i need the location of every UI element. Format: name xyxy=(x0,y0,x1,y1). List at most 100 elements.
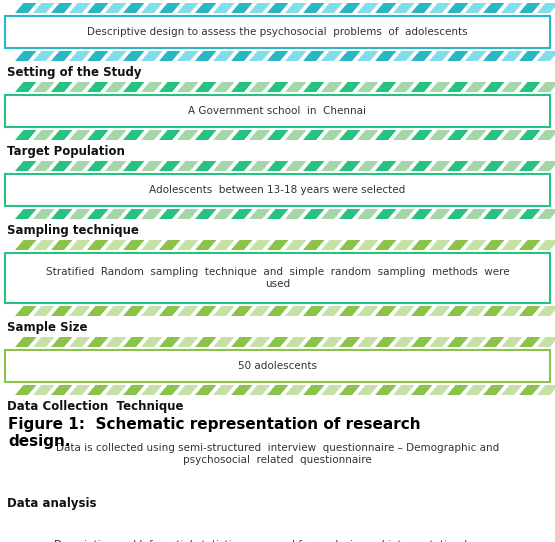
Polygon shape xyxy=(123,337,144,347)
Polygon shape xyxy=(501,306,522,316)
Polygon shape xyxy=(213,209,235,219)
Polygon shape xyxy=(447,161,468,171)
Polygon shape xyxy=(87,161,108,171)
Polygon shape xyxy=(87,82,108,92)
Polygon shape xyxy=(483,337,504,347)
Polygon shape xyxy=(501,482,522,492)
Polygon shape xyxy=(285,51,306,61)
Polygon shape xyxy=(123,482,144,492)
Polygon shape xyxy=(105,82,127,92)
Text: Adolescents  between 13-18 years were selected: Adolescents between 13-18 years were sel… xyxy=(149,185,406,195)
Polygon shape xyxy=(303,240,325,250)
Polygon shape xyxy=(465,240,487,250)
Polygon shape xyxy=(15,82,37,92)
Polygon shape xyxy=(411,513,432,523)
Polygon shape xyxy=(519,130,541,140)
Polygon shape xyxy=(429,161,451,171)
Polygon shape xyxy=(429,51,451,61)
Polygon shape xyxy=(303,161,325,171)
Polygon shape xyxy=(249,482,270,492)
Polygon shape xyxy=(249,3,270,13)
Polygon shape xyxy=(285,161,306,171)
Polygon shape xyxy=(33,51,54,61)
Polygon shape xyxy=(141,513,163,523)
Polygon shape xyxy=(447,82,468,92)
Polygon shape xyxy=(159,482,180,492)
Polygon shape xyxy=(303,51,325,61)
Polygon shape xyxy=(375,337,396,347)
Polygon shape xyxy=(447,51,468,61)
Polygon shape xyxy=(213,3,235,13)
Polygon shape xyxy=(357,51,379,61)
Polygon shape xyxy=(33,130,54,140)
Polygon shape xyxy=(51,51,73,61)
Polygon shape xyxy=(537,161,555,171)
Polygon shape xyxy=(177,240,199,250)
Polygon shape xyxy=(411,306,432,316)
Polygon shape xyxy=(483,130,504,140)
Polygon shape xyxy=(267,130,289,140)
Polygon shape xyxy=(141,385,163,395)
Polygon shape xyxy=(321,82,342,92)
Polygon shape xyxy=(33,82,54,92)
Polygon shape xyxy=(213,306,235,316)
Polygon shape xyxy=(429,416,451,426)
Polygon shape xyxy=(375,3,396,13)
Polygon shape xyxy=(411,416,432,426)
Polygon shape xyxy=(339,337,361,347)
Polygon shape xyxy=(177,130,199,140)
Polygon shape xyxy=(213,161,235,171)
Polygon shape xyxy=(159,240,180,250)
Polygon shape xyxy=(177,482,199,492)
Polygon shape xyxy=(267,416,289,426)
Polygon shape xyxy=(195,385,216,395)
Polygon shape xyxy=(51,385,73,395)
Polygon shape xyxy=(141,482,163,492)
Polygon shape xyxy=(231,482,253,492)
Polygon shape xyxy=(429,482,451,492)
Polygon shape xyxy=(249,130,270,140)
Polygon shape xyxy=(501,130,522,140)
FancyBboxPatch shape xyxy=(5,429,550,479)
Polygon shape xyxy=(123,385,144,395)
Polygon shape xyxy=(249,306,270,316)
Polygon shape xyxy=(393,82,415,92)
Polygon shape xyxy=(321,513,342,523)
Polygon shape xyxy=(501,51,522,61)
Polygon shape xyxy=(51,337,73,347)
Polygon shape xyxy=(537,482,555,492)
Polygon shape xyxy=(159,51,180,61)
Polygon shape xyxy=(51,82,73,92)
Polygon shape xyxy=(51,513,73,523)
Polygon shape xyxy=(339,161,361,171)
Polygon shape xyxy=(105,306,127,316)
Polygon shape xyxy=(87,51,108,61)
Text: Target Population: Target Population xyxy=(7,145,125,158)
Polygon shape xyxy=(87,306,108,316)
Polygon shape xyxy=(501,513,522,523)
Polygon shape xyxy=(51,416,73,426)
Polygon shape xyxy=(105,240,127,250)
Polygon shape xyxy=(123,240,144,250)
Polygon shape xyxy=(249,385,270,395)
Polygon shape xyxy=(105,385,127,395)
Polygon shape xyxy=(249,416,270,426)
Polygon shape xyxy=(267,51,289,61)
Polygon shape xyxy=(519,416,541,426)
Polygon shape xyxy=(195,240,216,250)
Polygon shape xyxy=(141,240,163,250)
Polygon shape xyxy=(105,3,127,13)
Polygon shape xyxy=(231,337,253,347)
Polygon shape xyxy=(303,209,325,219)
Polygon shape xyxy=(159,161,180,171)
Polygon shape xyxy=(159,209,180,219)
Polygon shape xyxy=(249,82,270,92)
Polygon shape xyxy=(429,385,451,395)
Polygon shape xyxy=(177,385,199,395)
Polygon shape xyxy=(519,82,541,92)
Polygon shape xyxy=(483,3,504,13)
Polygon shape xyxy=(51,161,73,171)
Polygon shape xyxy=(285,209,306,219)
Polygon shape xyxy=(339,416,361,426)
Polygon shape xyxy=(213,130,235,140)
